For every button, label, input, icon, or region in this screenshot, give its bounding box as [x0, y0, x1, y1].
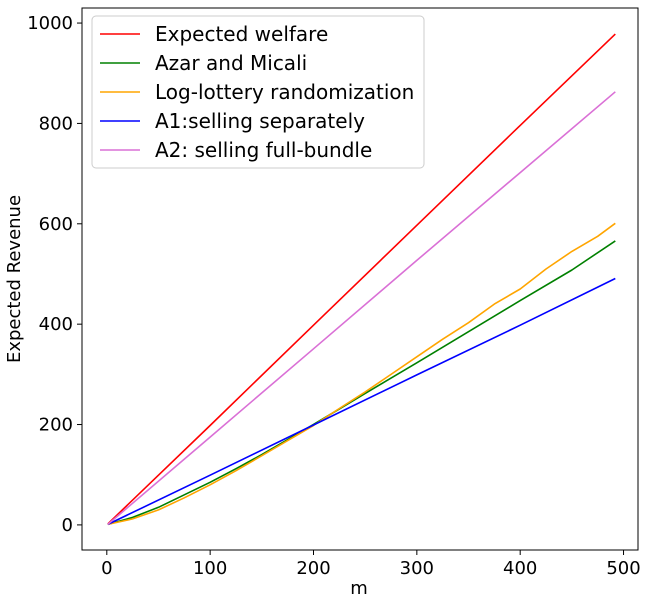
y-tick-label: 600	[39, 214, 73, 235]
y-axis-label: Expected Revenue	[4, 195, 25, 363]
legend-entry-3: Log-lottery randomization	[155, 80, 414, 104]
series-lines	[107, 33, 616, 526]
series-line-5	[107, 91, 616, 526]
y-tick-label: 800	[39, 113, 73, 134]
y-tick-label: 200	[39, 415, 73, 436]
y-tick-label: 1000	[27, 13, 73, 34]
y-tick-label: 0	[62, 515, 73, 536]
series-line-2	[107, 240, 616, 526]
series-line-1	[107, 33, 616, 525]
x-tick-label: 200	[296, 558, 330, 579]
plot-frame	[81, 7, 639, 551]
series-line-3	[107, 222, 616, 526]
legend-entry-4: A1:selling separately	[155, 109, 365, 133]
legend-entry-1: Expected welfare	[155, 22, 328, 46]
x-tick-label: 400	[503, 558, 537, 579]
legend: Expected welfare Azar and Micali Log-lotte…	[91, 15, 425, 169]
axes: 0 100 200 300 400 500 0 200 400 600 800 1000	[27, 7, 641, 579]
legend-entry-5: A2: selling full-bundle	[155, 138, 372, 162]
x-tick-label: 500	[606, 558, 640, 579]
legend-entry-2: Azar and Micali	[155, 51, 307, 75]
series-line-4	[107, 277, 616, 526]
x-tick-label: 100	[193, 558, 227, 579]
x-tick-label: 300	[400, 558, 434, 579]
y-tick-label: 400	[39, 314, 73, 335]
x-tick-label: 0	[101, 558, 112, 579]
legend-box	[91, 15, 425, 169]
x-axis-label: m	[350, 578, 368, 599]
